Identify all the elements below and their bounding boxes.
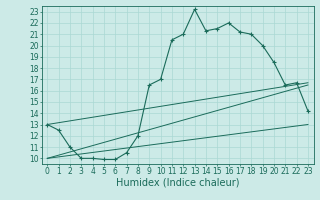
X-axis label: Humidex (Indice chaleur): Humidex (Indice chaleur) <box>116 177 239 187</box>
